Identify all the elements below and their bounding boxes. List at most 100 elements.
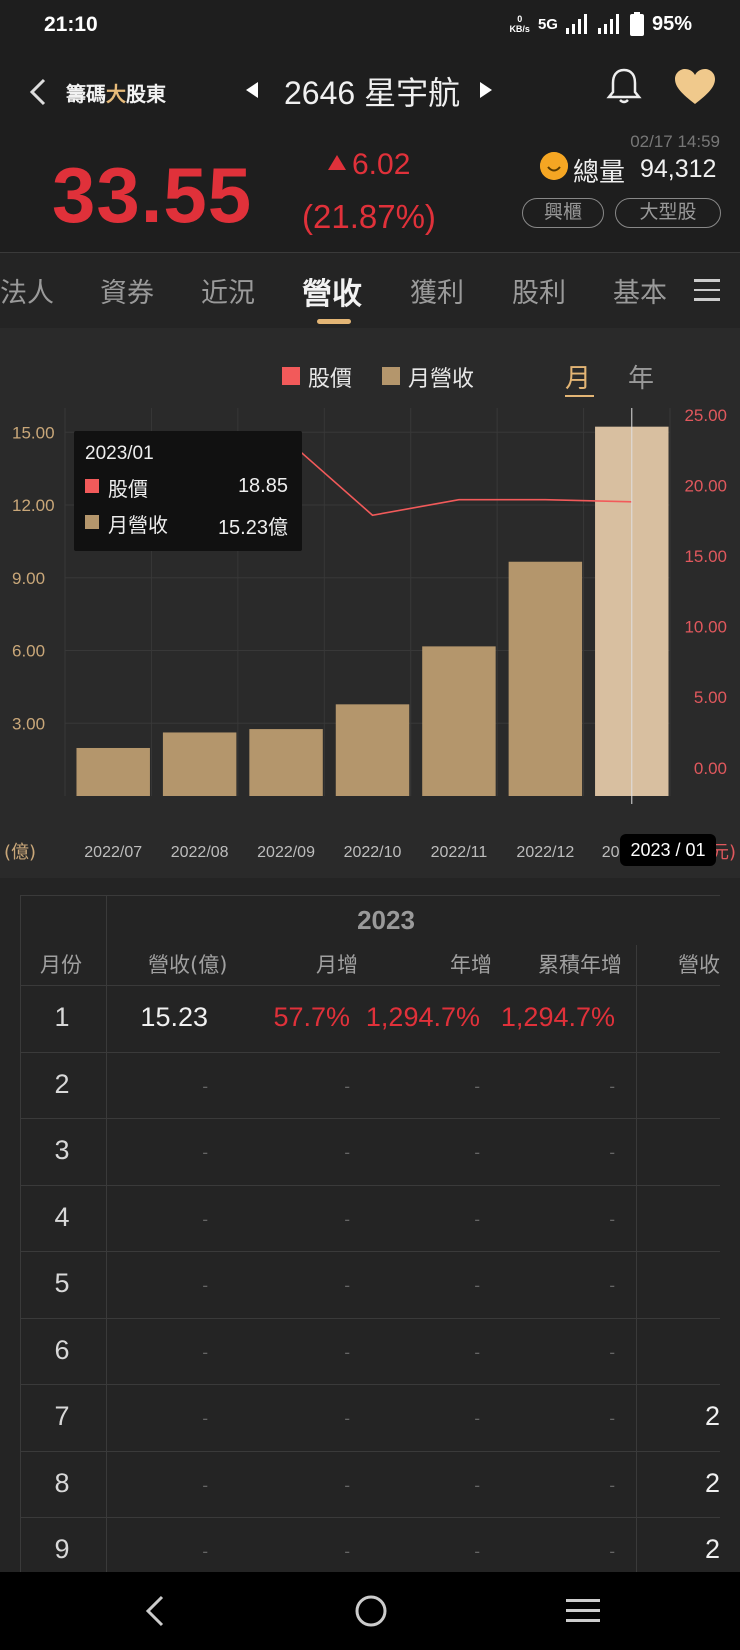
revenue-bar [422, 646, 496, 796]
cell-cum-yoy: - [609, 1076, 615, 1096]
cell-month: 5 [54, 1268, 70, 1298]
table-row: 1 15.23 57.7% 1,294.7% 1,294.7% [20, 985, 720, 1051]
tab-margin[interactable]: 資券 [100, 278, 154, 309]
stock-title[interactable]: 2646 星宇航 [284, 75, 461, 111]
tab-revenue[interactable]: 營收 [302, 277, 362, 312]
revenue-bar [162, 732, 237, 796]
status-icons: 0 KB/s 5G 95% [509, 12, 692, 36]
cell-month: 8 [54, 1467, 70, 1498]
cell-month: 2 [54, 1068, 70, 1099]
cell-mom: - [344, 1409, 350, 1428]
table-row: 4 - - - - [20, 1184, 720, 1251]
network-speed: 0 KB/s [509, 14, 530, 34]
cell-month: 7 [54, 1401, 70, 1431]
bell-icon[interactable] [606, 66, 642, 106]
tooltip-date: 2023/01 [85, 443, 154, 464]
x-axis-tick: 2022/07 [84, 844, 142, 861]
cell-extra: 2 [704, 1534, 720, 1564]
cell-revenue: - [202, 1143, 208, 1162]
cell-mom: - [344, 1276, 350, 1295]
cell-month: 4 [54, 1201, 70, 1232]
status-time: 21:10 [44, 13, 98, 36]
tab-recent[interactable]: 近況 [201, 278, 255, 309]
x-axis-tick: 2022/11 [431, 844, 488, 861]
cell-yoy: - [474, 1409, 480, 1428]
cell-yoy: 1,294.7% [365, 1002, 480, 1032]
signal-icon [565, 14, 587, 34]
right-axis-tick: 0.00 [694, 759, 727, 778]
cell-cum-yoy: - [609, 1542, 615, 1561]
legend-price-swatch [282, 367, 300, 385]
right-axis-tick: 5.00 [694, 688, 727, 707]
left-axis-tick: 3.00 [12, 714, 45, 733]
back-chevron-icon[interactable] [24, 72, 54, 112]
header-cum-yoy: 累積年增 [538, 953, 622, 977]
legend-revenue-label: 月營收 [408, 367, 475, 392]
left-axis-tick: 6.00 [12, 642, 45, 661]
revenue-chart[interactable]: 3.00 6.00 9.00 12.00 15.00 0.00 5.00 10.00 15.00… [0, 328, 740, 878]
tab-basic[interactable]: 基本 [613, 278, 667, 309]
cell-revenue: - [202, 1209, 208, 1229]
table-divider [106, 895, 107, 1572]
cell-cum-yoy: - [609, 1342, 615, 1362]
quote-datetime: 02/17 14:59 [630, 132, 720, 151]
tooltip-revenue-swatch [85, 515, 99, 529]
volume-value: 94,312 [640, 155, 717, 183]
tab-dividend[interactable]: 股利 [512, 278, 566, 309]
signal-icon-2 [597, 14, 619, 34]
brand-suffix: 股東 [126, 84, 166, 106]
period-active-indicator [565, 395, 594, 397]
period-year[interactable]: 年 [628, 364, 655, 394]
revenue-chart-panel: 股價 月營收 月 年 3.00 6.00 9.00 12.00 15.00 0.00 5.0… [0, 328, 740, 878]
table-border-top [20, 895, 720, 896]
x-axis-tick: 2022/08 [171, 844, 229, 861]
app-brand: 籌碼大股東 [66, 78, 166, 107]
nav-back-icon[interactable] [142, 1594, 168, 1628]
menu-icon[interactable] [694, 279, 720, 301]
price-change-percent: (21.87%) [302, 198, 436, 235]
right-axis-tick: 20.00 [684, 477, 727, 496]
cell-revenue: - [202, 1276, 208, 1295]
tab-institutional[interactable]: 法人 [0, 278, 54, 309]
revenue-bar [76, 747, 150, 796]
x-axis-tick: 2022/12 [516, 844, 574, 861]
cell-mom: - [344, 1475, 350, 1495]
brand-prefix: 籌碼 [66, 84, 106, 106]
cell-cum-yoy: - [609, 1409, 615, 1428]
system-nav-bar [0, 1572, 740, 1650]
left-axis-unit: (億) [4, 842, 36, 863]
cell-cum-yoy: - [609, 1209, 615, 1229]
revenue-table: 2023 月份 營收(億) 月增 年增 累積年增 營收 1 15.23 57.7% 1… [20, 895, 720, 1572]
x-axis-tick: 2022/10 [344, 844, 402, 861]
cell-revenue: - [202, 1542, 208, 1561]
table-year: 2023 [357, 905, 415, 935]
legend-revenue-swatch [382, 367, 400, 385]
next-stock-icon[interactable] [480, 82, 492, 98]
cell-revenue: - [202, 1076, 208, 1096]
cell-mom: - [344, 1342, 350, 1362]
tab-profit[interactable]: 獲利 [410, 278, 464, 309]
nav-recents-icon[interactable] [566, 1596, 600, 1626]
size-tag: 大型股 [615, 198, 721, 228]
cell-yoy: - [474, 1276, 480, 1295]
table-border-left [20, 895, 21, 1572]
favorite-heart-icon[interactable] [674, 68, 716, 106]
header-month: 月份 [40, 953, 82, 977]
stock-header: 籌碼大股東 2646 星宇航 02/17 14:59 33.55 6.02 (2… [0, 52, 740, 252]
header-revenue: 營收(億) [148, 953, 228, 977]
table-row: 3 - - - - [20, 1118, 720, 1184]
network-type: 5G [537, 15, 558, 33]
up-arrow-icon [328, 155, 346, 170]
legend-price-label: 股價 [308, 367, 353, 392]
cell-mom: - [344, 1143, 350, 1162]
revenue-bar [335, 704, 410, 796]
prev-stock-icon[interactable] [246, 82, 258, 98]
status-bar: 21:10 0 KB/s 5G 95% [0, 0, 740, 52]
nav-home-icon[interactable] [354, 1594, 388, 1628]
cell-yoy: - [474, 1143, 480, 1162]
cell-month: 1 [54, 1002, 70, 1032]
cell-mom: - [344, 1076, 350, 1096]
brand-highlight: 大 [106, 84, 126, 106]
period-month[interactable]: 月 [565, 364, 592, 394]
cell-yoy: - [474, 1475, 480, 1495]
